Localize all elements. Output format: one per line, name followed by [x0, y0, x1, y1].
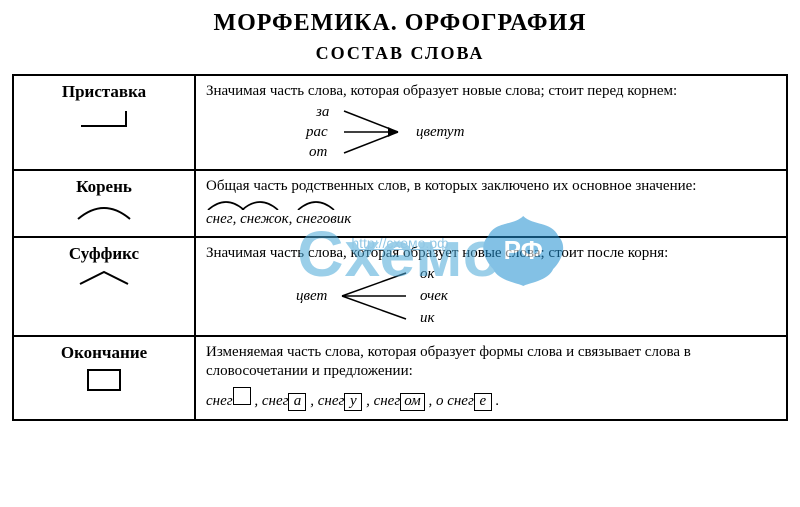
ending-box: у — [344, 393, 362, 411]
diagram-source: цвет — [296, 287, 327, 306]
table-row: Приставка Значимая часть слова, которая … — [13, 75, 787, 170]
root-arc-icon — [296, 200, 336, 210]
morpheme-table: Приставка Значимая часть слова, которая … — [12, 74, 788, 421]
suffix-mark-icon — [74, 270, 134, 286]
page-subtitle: СОСТАВ СЛОВА — [12, 43, 788, 64]
table-row: Корень Общая часть родственных слов, в к… — [13, 170, 787, 238]
ending-box: ом — [400, 393, 425, 411]
ending-box — [233, 387, 251, 405]
prefix-diagram: за рас от цветут — [206, 103, 776, 161]
term-cell-root: Корень — [13, 170, 195, 238]
ending-stem: снег — [318, 393, 345, 409]
example-sep: , — [289, 211, 297, 227]
diverge-arrows-icon — [336, 265, 426, 327]
page: МОРФЕМИКА. ОРФОГРАФИЯ СОСТАВ СЛОВА Прист… — [0, 0, 800, 507]
ending-sep: , о — [425, 393, 448, 409]
rooted-word: снежок — [240, 210, 288, 229]
definition-text: Изменяемая часть слова, которая образует… — [206, 344, 691, 379]
ending-stem: снег — [374, 393, 401, 409]
rooted-word: снеговик — [296, 210, 351, 229]
term-label: Корень — [24, 177, 184, 197]
ending-mark-icon — [87, 369, 121, 391]
prefix-mark-icon — [81, 111, 127, 127]
rooted-word: снег — [206, 210, 233, 229]
term-cell-prefix: Приставка — [13, 75, 195, 170]
term-label: Суффикс — [24, 244, 184, 264]
example-word: снег — [206, 211, 233, 227]
ending-examples: снег , снега , снегу , снегом , о снеге … — [206, 387, 776, 411]
diagram-item: рас — [306, 123, 328, 142]
definition-text: Значимая часть слова, которая образует н… — [206, 245, 668, 261]
root-arc-icon — [240, 200, 280, 210]
example-word: снеговик — [296, 211, 351, 227]
term-label: Окончание — [24, 343, 184, 363]
term-label: Приставка — [24, 82, 184, 102]
definition-cell-prefix: Значимая часть слова, которая образует н… — [195, 75, 787, 170]
term-cell-suffix: Суффикс — [13, 237, 195, 336]
definition-text: Значимая часть слова, которая образует н… — [206, 83, 677, 99]
ending-sep: , — [362, 393, 373, 409]
root-mark-icon — [74, 203, 134, 221]
ending-stem: снег — [206, 393, 233, 409]
root-examples: снег, снежок, снеговик — [206, 210, 776, 229]
page-title: МОРФЕМИКА. ОРФОГРАФИЯ — [12, 10, 788, 37]
ending-box: е — [474, 393, 492, 411]
table-row: Окончание Изменяемая часть слова, котора… — [13, 336, 787, 420]
diagram-item: от — [309, 143, 327, 162]
term-cell-ending: Окончание — [13, 336, 195, 420]
ending-sep: . — [492, 393, 500, 409]
converge-arrows-icon — [336, 103, 426, 161]
example-sep: , — [233, 211, 241, 227]
diagram-item: за — [316, 103, 329, 122]
ending-sep: , — [306, 393, 317, 409]
table-row: Суффикс Значимая часть слова, которая об… — [13, 237, 787, 336]
definition-cell-suffix: Значимая часть слова, которая образует н… — [195, 237, 787, 336]
definition-cell-root: Общая часть родственных слов, в которых … — [195, 170, 787, 238]
ending-stem: снег — [447, 393, 474, 409]
suffix-diagram: цвет ок очек ик — [206, 265, 776, 327]
ending-stem: снег — [262, 393, 289, 409]
ending-sep: , — [251, 393, 262, 409]
definition-cell-ending: Изменяемая часть слова, которая образует… — [195, 336, 787, 420]
ending-box: а — [288, 393, 306, 411]
example-word: снежок — [240, 211, 288, 227]
definition-text: Общая часть родственных слов, в которых … — [206, 178, 696, 194]
